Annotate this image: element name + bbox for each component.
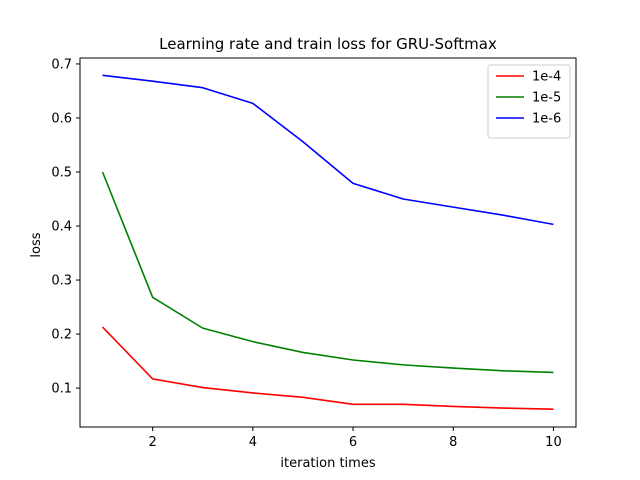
chart-title: Learning rate and train loss for GRU-Sof… bbox=[159, 35, 497, 53]
legend-label-2: 1e-6 bbox=[532, 112, 561, 127]
legend-label-0: 1e-4 bbox=[532, 70, 561, 85]
axes-frame bbox=[79, 57, 577, 428]
y-tick-label-6: 0.7 bbox=[51, 57, 72, 72]
y-axis-label: loss bbox=[29, 232, 44, 257]
y-tick-label-1: 0.2 bbox=[51, 328, 72, 343]
y-tick-label-0: 0.1 bbox=[51, 382, 72, 397]
legend-label-1: 1e-5 bbox=[532, 91, 561, 106]
axes-layer: 2 4 6 8 10 0.1 0.2 0.3 0.4 0.5 0.6 0.7 bbox=[51, 57, 577, 450]
y-tick-label-3: 0.4 bbox=[51, 220, 72, 235]
legend: 1e-4 1e-5 1e-6 bbox=[487, 64, 571, 139]
y-tick-label-5: 0.6 bbox=[51, 111, 72, 126]
series-line-0 bbox=[101, 326, 554, 410]
y-tick-label-2: 0.3 bbox=[51, 274, 72, 289]
x-axis-label: iteration times bbox=[280, 456, 375, 471]
series-line-2 bbox=[102, 74, 554, 226]
series-line-1 bbox=[101, 171, 554, 374]
x-tick-label-4: 10 bbox=[545, 435, 562, 450]
y-tick-label-4: 0.5 bbox=[51, 165, 72, 180]
x-tick-label-0: 2 bbox=[149, 435, 157, 450]
series-layer bbox=[101, 74, 554, 410]
x-tick-label-3: 8 bbox=[449, 435, 457, 450]
x-tick-label-2: 6 bbox=[349, 435, 357, 450]
legend-frame bbox=[487, 64, 571, 139]
x-tick-label-1: 4 bbox=[249, 435, 257, 450]
